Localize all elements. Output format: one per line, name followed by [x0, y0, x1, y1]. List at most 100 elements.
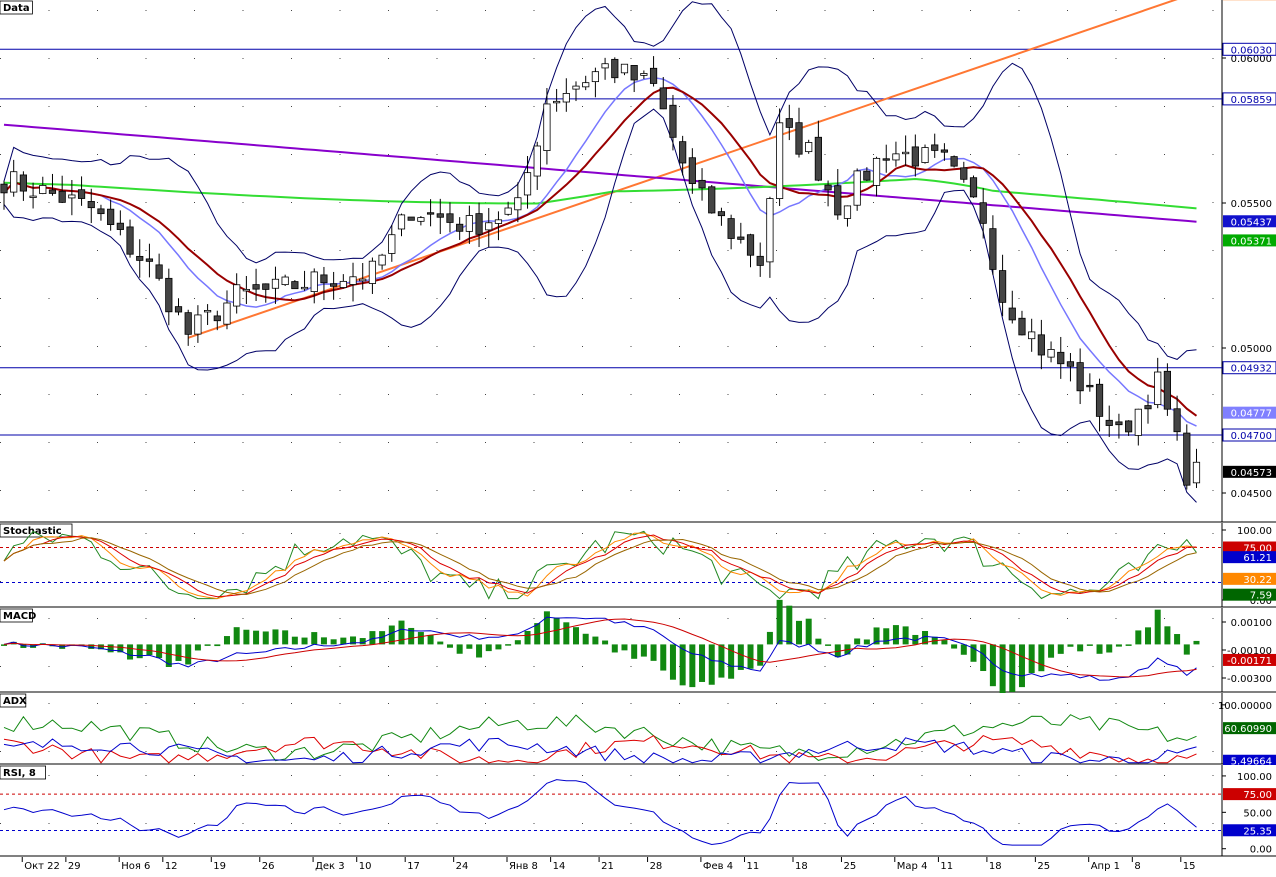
macd-histogram-bar [1029, 644, 1035, 673]
grid-dot [146, 202, 147, 203]
grid-dot [728, 703, 729, 704]
grid-dot [1213, 775, 1214, 776]
grid-dot [631, 666, 632, 667]
candle-down [263, 284, 269, 290]
y-tick-label: 0.00 [1250, 845, 1272, 856]
adx-background [0, 693, 1276, 764]
grid-dot [1213, 751, 1214, 752]
grid-dot [582, 106, 583, 107]
grid-dot [1164, 202, 1165, 203]
grid-dot [825, 703, 826, 704]
candle-down [476, 214, 482, 235]
grid-dot [194, 442, 195, 443]
grid-dot [485, 346, 486, 347]
grid-dot [922, 202, 923, 203]
grid-dot [194, 394, 195, 395]
candle-up [233, 285, 239, 306]
grid-dot [97, 666, 98, 667]
grid-dot [291, 394, 292, 395]
macd-histogram-bar [1135, 630, 1141, 644]
grid-dot [146, 490, 147, 491]
grid-dot [631, 823, 632, 824]
grid-dot [194, 666, 195, 667]
grid-dot [194, 250, 195, 251]
macd-histogram-bar [253, 631, 259, 645]
grid-dot [146, 250, 147, 251]
x-tick-label: Окт 22 [24, 861, 60, 872]
candle-down [447, 214, 453, 223]
grid-dot [146, 10, 147, 11]
y-tick-label: 0.00100 [1231, 618, 1272, 629]
grid-dot [1067, 394, 1068, 395]
grid-dot [631, 106, 632, 107]
macd-histogram-bar [777, 600, 783, 645]
macd-histogram-bar [660, 644, 666, 670]
macd-histogram-bar [825, 644, 831, 646]
candle-down [59, 191, 65, 202]
grid-dot [1164, 618, 1165, 619]
grid-dot [291, 666, 292, 667]
grid-dot [437, 10, 438, 11]
grid-dot [243, 490, 244, 491]
macd-histogram-bar [699, 644, 705, 682]
grid-dot [437, 154, 438, 155]
grid-dot [1213, 202, 1214, 203]
grid-dot [1213, 298, 1214, 299]
grid-dot [0, 490, 1, 491]
grid-dot [631, 581, 632, 582]
candle-up [1193, 462, 1199, 483]
grid-dot [97, 442, 98, 443]
grid-dot [582, 58, 583, 59]
grid-dot [340, 775, 341, 776]
grid-dot [825, 442, 826, 443]
grid-dot [1067, 58, 1068, 59]
grid-dot [291, 751, 292, 752]
grid-dot [534, 618, 535, 619]
grid-dot [1164, 154, 1165, 155]
grid-dot [1116, 703, 1117, 704]
grid-dot [922, 618, 923, 619]
grid-dot [776, 666, 777, 667]
grid-dot [1213, 10, 1214, 11]
grid-dot [1116, 106, 1117, 107]
candle-up [195, 315, 201, 334]
grid-dot [1164, 823, 1165, 824]
value-badge-label: -0.00171 [1227, 656, 1272, 667]
candle-down [796, 123, 802, 155]
grid-dot [340, 703, 341, 704]
grid-dot [291, 250, 292, 251]
x-tick-label: 12 [165, 861, 178, 872]
grid-dot [582, 298, 583, 299]
grid-dot [922, 703, 923, 704]
grid-dot [922, 533, 923, 534]
grid-dot [194, 154, 195, 155]
candle-down [980, 203, 986, 224]
macd-histogram-bar [1087, 644, 1093, 646]
grid-dot [388, 490, 389, 491]
grid-dot [485, 10, 486, 11]
grid-dot [0, 751, 1, 752]
macd-histogram-bar [243, 630, 249, 645]
grid-dot [49, 10, 50, 11]
grid-dot [728, 618, 729, 619]
candle-down [718, 212, 724, 216]
candle-down [137, 256, 143, 260]
grid-dot [728, 394, 729, 395]
grid-dot [97, 618, 98, 619]
candle-up [873, 158, 879, 185]
grid-dot [485, 394, 486, 395]
candle-up [534, 146, 540, 176]
grid-dot [291, 490, 292, 491]
candle-up [767, 199, 773, 262]
grid-dot [1019, 442, 1020, 443]
grid-dot [922, 298, 923, 299]
grid-dot [485, 490, 486, 491]
grid-dot [582, 250, 583, 251]
candle-up [466, 216, 472, 232]
candle-down [175, 307, 181, 312]
grid-dot [825, 618, 826, 619]
candle-down [970, 178, 976, 197]
grid-dot [243, 298, 244, 299]
macd-histogram-bar [864, 639, 870, 644]
